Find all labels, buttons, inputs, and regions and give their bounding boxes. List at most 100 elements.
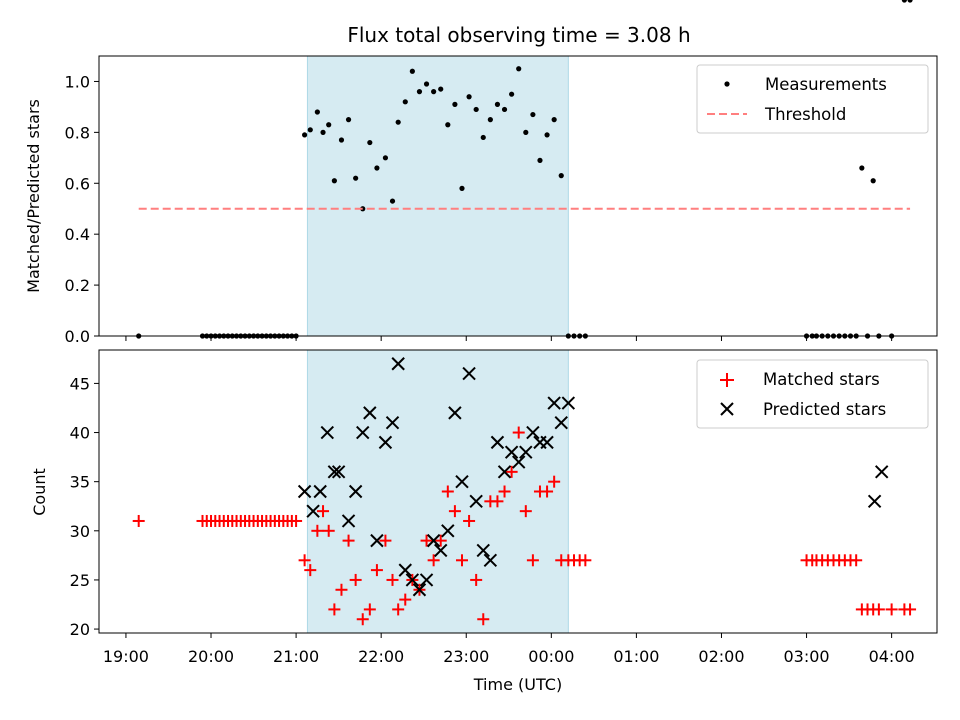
predicted-star-point (455, 474, 469, 489)
measurement-point (389, 198, 396, 204)
measurement-point (473, 106, 479, 113)
predicted-star-point (476, 543, 490, 558)
predicted-star-point (419, 573, 434, 587)
measurement-point (544, 132, 550, 138)
legend-marker-matched (720, 373, 734, 387)
matched-star-point (455, 554, 468, 567)
y-tick-label: 1.0 (65, 72, 90, 91)
matched-star-point (541, 485, 554, 498)
predicted-star-point (426, 533, 441, 548)
legend-top: Measurements Threshold (696, 64, 929, 134)
measurement-point (537, 157, 543, 163)
matched-star-point (317, 505, 330, 518)
matched-star-point (470, 573, 483, 586)
y-tick-label: 0.4 (65, 225, 90, 244)
matched-star-point (885, 603, 898, 616)
predicted-star-point (356, 425, 370, 440)
measurement-point (438, 86, 444, 92)
measurement-point (353, 175, 359, 181)
y-tick-label: 0.0 (65, 327, 90, 346)
plot-frame-top (98, 55, 938, 337)
matched-star-point (349, 573, 362, 586)
measurement-point (367, 139, 373, 146)
y-tick-label: 35 (70, 473, 90, 492)
measurement-point (480, 134, 486, 141)
predicted-star-point (398, 563, 412, 577)
matched-star-point (512, 426, 525, 439)
predicted-star-point (297, 484, 312, 499)
measurements-panel: 0.0 0.2 0.4 0.6 0.8 1.0 Matched/Predicted sta… (24, 0, 938, 346)
predicted-star-point (874, 465, 889, 479)
x-tick-label: 20:00 (188, 647, 234, 666)
matched-star-point (434, 534, 447, 547)
predicted-star-point (561, 396, 576, 410)
legend-label-measurements: Measurements (765, 75, 887, 94)
y-tick-label: 45 (70, 374, 90, 393)
x-tick-label: 03:00 (783, 647, 829, 666)
predicted-star-point (526, 425, 540, 440)
predicted-star-point (331, 465, 346, 479)
matched-star-point (872, 603, 885, 616)
matched-star-point (420, 534, 433, 547)
legend-label-predicted: Predicted stars (763, 400, 886, 419)
measurement-point (395, 119, 401, 125)
matched-star-point (379, 534, 392, 547)
legend-box-bottom (696, 359, 929, 429)
matched-star-point (304, 564, 317, 577)
measurement-point (360, 206, 366, 212)
predicted-star-point (341, 514, 356, 528)
measurement-point (416, 89, 423, 95)
measurement-point (870, 178, 876, 184)
measurement-point (494, 101, 501, 107)
x-tick-label: 23:00 (443, 647, 489, 666)
matched-star-point (850, 554, 863, 567)
plot-frame-bottom (98, 349, 938, 634)
matched-star-point (519, 505, 532, 518)
predicted-star-point (512, 455, 526, 469)
matched-star-point (392, 603, 405, 616)
counts-panel: 20 25 30 35 40 45 19:00 20:00 21:00 22:00 23:00 00… (30, 349, 938, 694)
measurement-point (501, 106, 508, 113)
y-tick-label: 0.2 (65, 276, 90, 295)
measurement-point (320, 129, 326, 135)
matched-star-point (335, 583, 348, 596)
matched-star-point (427, 554, 440, 567)
y-tick-label: 0.6 (65, 174, 90, 193)
matched-star-point (463, 514, 476, 527)
y-axis-bottom: 20 25 30 35 40 45 (70, 374, 99, 639)
measurement-point (516, 66, 522, 72)
measurement-point (859, 165, 865, 171)
measurement-point (402, 99, 408, 105)
predicted-star-point (313, 484, 327, 499)
predicted-star-point (483, 553, 498, 567)
x-tick-label: 02:00 (698, 647, 744, 666)
measurement-point (530, 111, 536, 118)
measurement-point (459, 185, 465, 191)
predicted-star-point (867, 494, 882, 509)
measurement-point (382, 155, 389, 161)
legend-marker-predicted (720, 402, 734, 416)
matched-star-point (526, 554, 539, 567)
x-tick-label: 22:00 (358, 647, 404, 666)
chart-title: Flux total observing time = 3.08 h (347, 23, 690, 47)
measurement-point (431, 89, 437, 95)
measurement-point (558, 173, 564, 179)
matched-star-point (290, 514, 303, 527)
predicted-star-point (391, 357, 405, 371)
y-tick-label: 25 (70, 571, 90, 590)
matched-star-point (132, 514, 145, 527)
legend-label-threshold: Threshold (764, 105, 846, 124)
measurements-series (136, 0, 913, 339)
predicted-star-point (448, 406, 462, 420)
measurement-point (302, 132, 308, 138)
x-tick-label: 21:00 (273, 647, 319, 666)
measurement-point (307, 127, 313, 133)
predicted-star-point (348, 484, 363, 499)
predicted-star-point (504, 445, 519, 459)
predicted-star-point (441, 524, 455, 538)
matched-star-point (498, 485, 511, 498)
measurement-point (374, 165, 380, 171)
counts-series (132, 357, 917, 626)
matched-star-point (491, 495, 504, 508)
matched-star-point (363, 603, 376, 616)
